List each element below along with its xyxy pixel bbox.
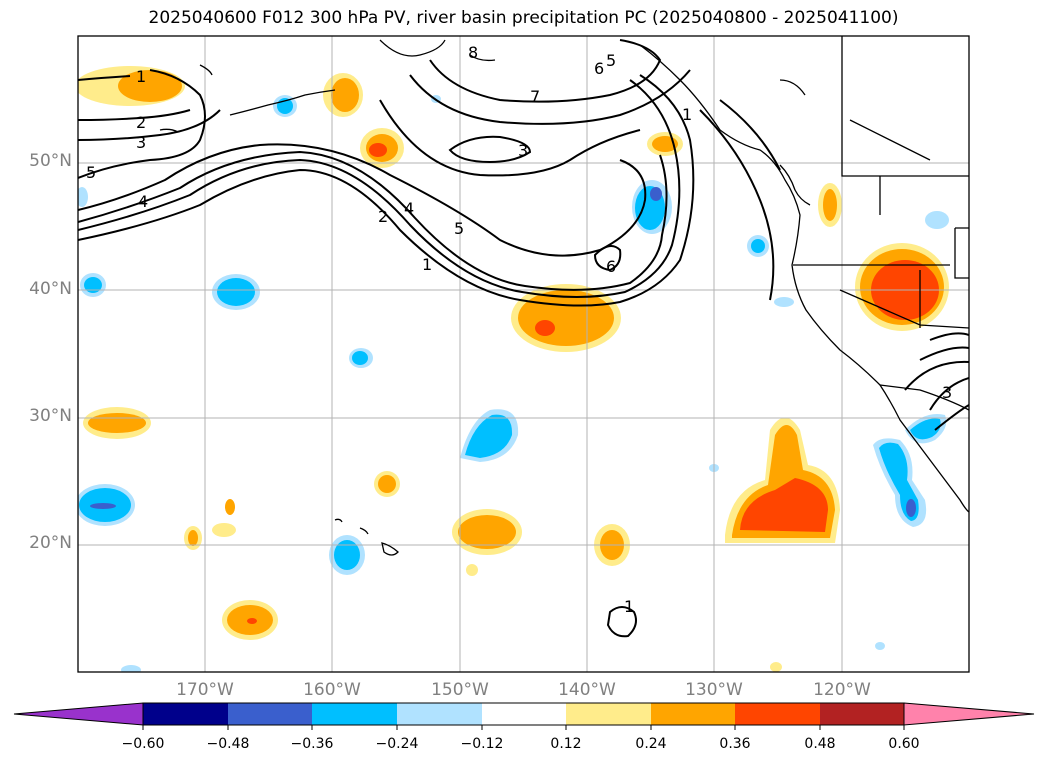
graticule <box>78 36 969 672</box>
colorbar-bin <box>651 703 735 725</box>
colorbar-tick-label: 0.48 <box>804 736 836 752</box>
pv-contours <box>78 39 969 638</box>
colorbar-tick-label: 0.36 <box>719 736 751 752</box>
lon-label-160w: 160°W <box>303 680 361 700</box>
contour-label: 3 <box>136 133 146 152</box>
precip-negative-areas <box>78 95 949 672</box>
colorbar-tick-label: 0.60 <box>888 736 920 752</box>
contour-label: 7 <box>530 87 540 106</box>
lat-label-30n: 30°N <box>29 406 72 426</box>
contour-label: 6 <box>606 257 616 276</box>
colorbar-bin <box>566 703 651 725</box>
colorbar-tick-label: 0.24 <box>635 736 667 752</box>
lon-label-130w: 130°W <box>685 680 743 700</box>
lon-label-170w: 170°W <box>176 680 234 700</box>
colorbar-bin <box>735 703 820 725</box>
lat-label-50n: 50°N <box>29 151 72 171</box>
colorbar-bin <box>312 703 397 725</box>
colorbar-tick-label: −0.24 <box>375 736 419 752</box>
colorbar-bin <box>143 703 228 725</box>
contour-label: 5 <box>86 163 96 182</box>
pv-contour-labels: 1 2 3 5 4 2 4 5 1 8 6 7 3 6 1 6 5 1 3 <box>86 43 952 616</box>
contour-label: 4 <box>404 199 414 218</box>
colorbar-extend-high <box>903 702 1035 726</box>
colorbar-tick-label: −0.36 <box>290 736 334 752</box>
colorbar-bin <box>482 703 566 725</box>
lat-label-40n: 40°N <box>29 279 72 299</box>
lat-label-20n: 20°N <box>29 533 72 553</box>
contour-label: 6 <box>594 59 604 78</box>
contour-label: 4 <box>138 192 148 211</box>
colorbar-tick-label: −0.48 <box>206 736 250 752</box>
contour-label: 2 <box>136 113 146 132</box>
contour-label: 3 <box>942 383 952 402</box>
lon-label-150w: 150°W <box>431 680 489 700</box>
contour-label: 8 <box>468 43 478 62</box>
contour-label: 1 <box>682 105 692 124</box>
colorbar-bin <box>820 703 904 725</box>
lon-label-140w: 140°W <box>558 680 616 700</box>
contour-label: 1 <box>624 597 634 616</box>
lon-label-120w: 120°W <box>813 680 871 700</box>
contour-label: 1 <box>422 255 432 274</box>
contour-label: 3 <box>518 141 528 160</box>
contour-label: 5 <box>454 219 464 238</box>
colorbar <box>13 702 1035 730</box>
colorbar-tick-label: −0.12 <box>460 736 504 752</box>
precip-positive-areas <box>78 66 949 672</box>
map-frame <box>77 35 970 673</box>
contour-label: 5 <box>606 51 616 70</box>
colorbar-extend-low <box>13 702 144 726</box>
contour-label: 1 <box>136 67 146 86</box>
colorbar-bin <box>228 703 312 725</box>
contour-label: 2 <box>378 207 388 226</box>
map-plot-area: 1 2 3 5 4 2 4 5 1 8 6 7 3 6 1 6 5 1 3 <box>78 36 969 672</box>
colorbar-tick-label: 0.12 <box>550 736 582 752</box>
colorbar-bin <box>397 703 482 725</box>
map-title: 2025040600 F012 300 hPa PV, river basin … <box>148 8 899 28</box>
colorbar-tick-label: −0.60 <box>121 736 165 752</box>
